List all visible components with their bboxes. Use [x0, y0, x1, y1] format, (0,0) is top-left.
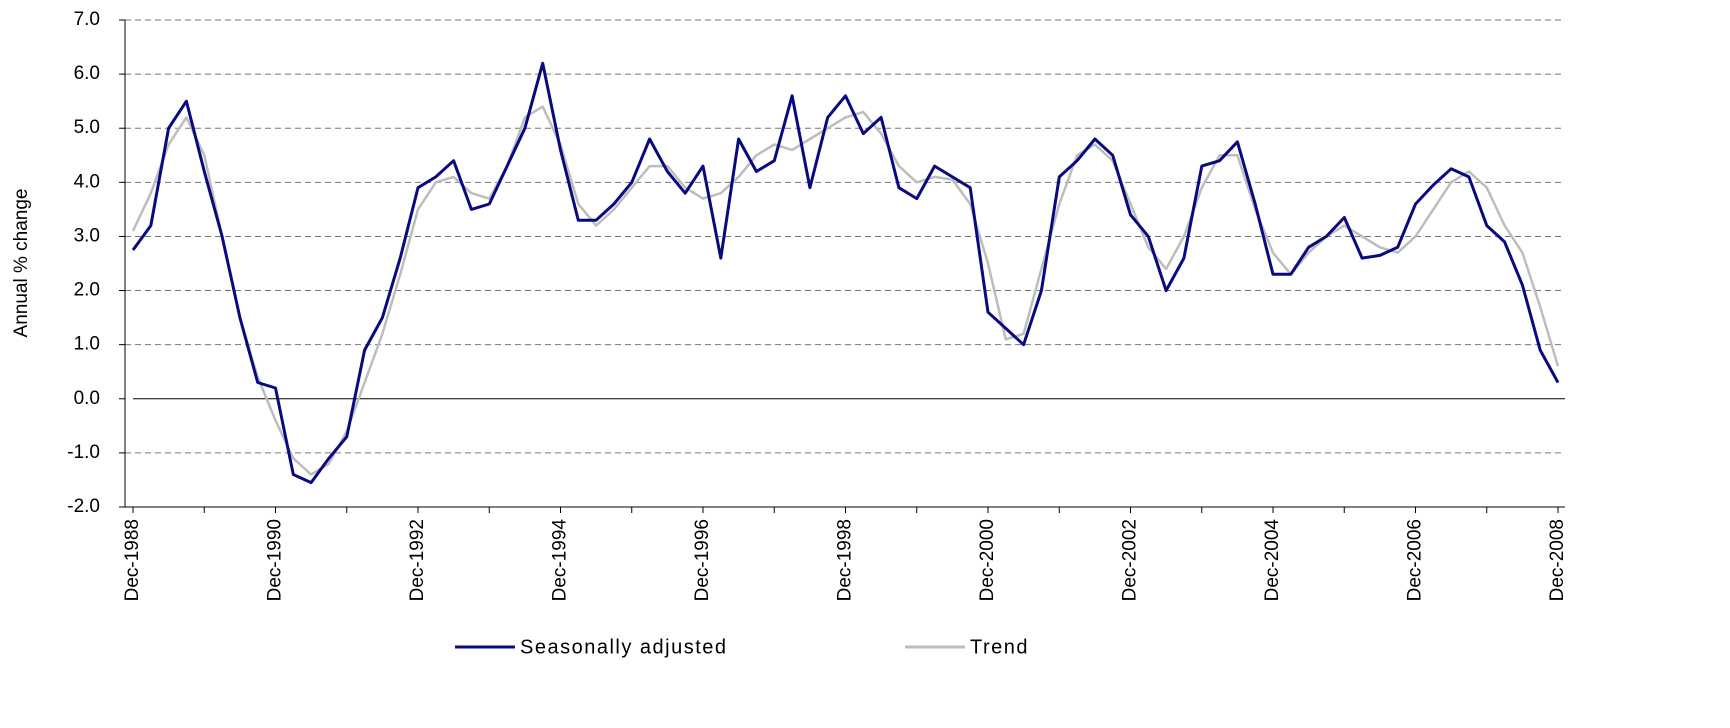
- x-tick-label: Dec-2004: [1262, 519, 1283, 602]
- y-tick-label: 0.0: [74, 388, 100, 409]
- x-tick-label: Dec-2000: [977, 519, 998, 601]
- y-tick-label: 4.0: [74, 171, 100, 192]
- x-tick-label: Dec-2008: [1547, 519, 1568, 601]
- x-tick-label: Dec-1990: [265, 519, 286, 601]
- legend-label: Seasonally adjusted: [520, 636, 728, 658]
- x-tick-label: Dec-1992: [407, 519, 428, 601]
- y-tick-label: -2.0: [67, 496, 100, 517]
- y-tick-label: 3.0: [74, 225, 100, 246]
- x-tick-label: Dec-2006: [1405, 519, 1426, 601]
- y-tick-label: 5.0: [74, 117, 100, 138]
- y-tick-label: 6.0: [74, 63, 100, 84]
- x-tick-label: Dec-1994: [550, 519, 571, 602]
- legend-label: Trend: [970, 636, 1029, 658]
- y-axis-label: Annual % change: [11, 189, 32, 338]
- y-tick-label: 2.0: [74, 280, 100, 301]
- series-line: [131, 61, 1560, 485]
- x-tick-label: Dec-1988: [122, 519, 143, 601]
- x-tick-label: Dec-2002: [1120, 519, 1141, 601]
- y-tick-label: 1.0: [74, 334, 100, 355]
- x-tick-label: Dec-1998: [835, 519, 856, 601]
- series-line: [131, 105, 1560, 476]
- y-tick-label: -1.0: [67, 442, 100, 463]
- x-tick-label: Dec-1996: [692, 519, 713, 601]
- y-tick-label: 7.0: [74, 9, 100, 30]
